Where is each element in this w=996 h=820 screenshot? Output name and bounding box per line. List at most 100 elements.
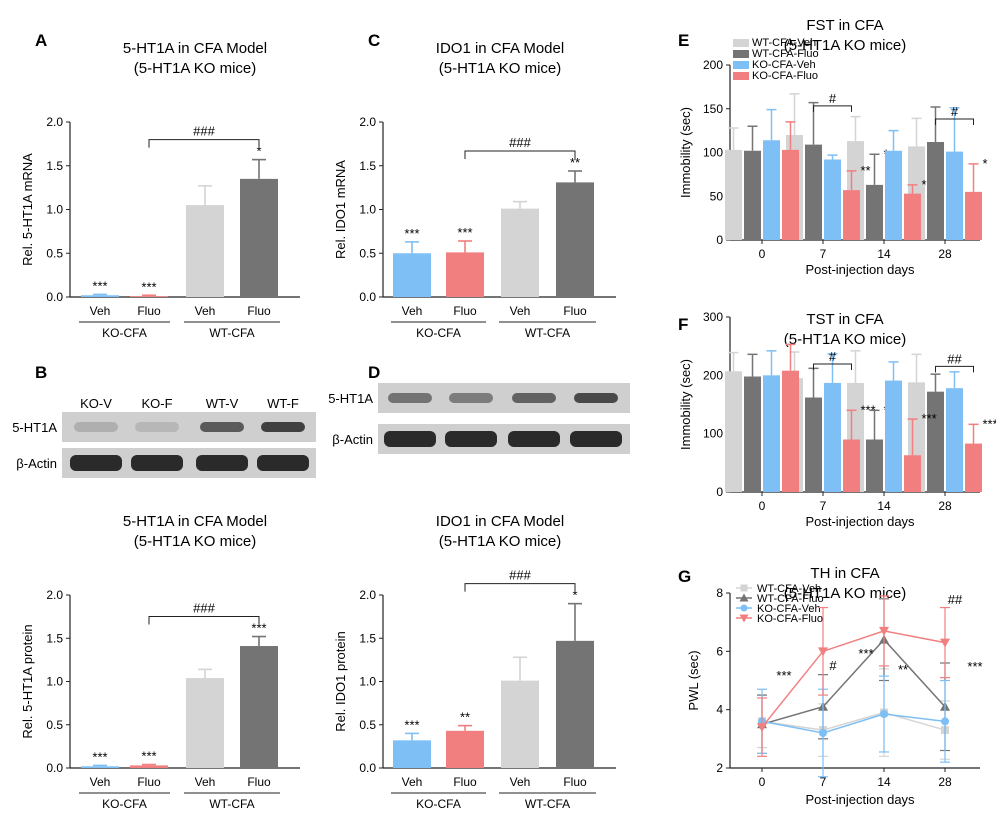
y-tick-label: 1.5 (46, 159, 63, 173)
significance-label: *** (404, 717, 419, 732)
blot-row-label: 5-HT1A (12, 420, 57, 435)
bar (782, 150, 799, 240)
y-tick-label: 2.0 (359, 115, 376, 129)
bar (885, 381, 902, 492)
y-tick-label: 50 (710, 189, 724, 203)
bar (556, 641, 594, 768)
bar (81, 766, 119, 768)
bar (446, 731, 484, 768)
blot-band (574, 393, 618, 403)
y-tick-label: 1.5 (46, 631, 63, 645)
blot-band (570, 431, 622, 447)
bar (763, 140, 780, 240)
bracket-label: ## (947, 351, 962, 366)
y-axis-label: Immobility (sec) (678, 107, 693, 198)
y-tick-label: 0 (716, 485, 723, 499)
legend-swatch (733, 50, 749, 58)
bracket-label: ### (193, 601, 215, 616)
y-tick-label: 200 (703, 368, 723, 382)
y-tick-label: 0.0 (46, 761, 63, 775)
blot-lane-label: WT-V (206, 396, 239, 411)
y-tick-label: 1.0 (359, 675, 376, 689)
y-tick-label: 150 (703, 102, 723, 116)
y-tick-label: 200 (703, 58, 723, 72)
bar (130, 765, 168, 768)
y-tick-label: 0.0 (359, 761, 376, 775)
bar (186, 678, 224, 768)
chart-e-fst: FST in CFA(5-HT1A KO mice)050100150200Im… (678, 17, 988, 277)
y-tick-label: 2.0 (46, 115, 63, 129)
x-tick-label: Fluo (563, 304, 587, 318)
bar (501, 681, 539, 768)
y-axis-label: Rel. IDO1 protein (333, 631, 348, 731)
bar (393, 253, 431, 297)
y-axis-label: PWL (sec) (686, 650, 701, 710)
significance-label: *** (967, 659, 982, 674)
y-tick-label: 1.5 (359, 159, 376, 173)
blot-band (70, 455, 122, 471)
x-tick-label: Fluo (137, 304, 161, 318)
blot-row-label: β-Actin (16, 456, 57, 471)
significance-label: *** (983, 416, 996, 431)
bar (824, 160, 841, 241)
x-tick-label: 0 (759, 247, 766, 261)
x-tick-label: Veh (510, 775, 531, 789)
significance-label: *** (92, 749, 107, 764)
chart-title: (5-HT1A KO mice) (134, 533, 257, 550)
significance-label: # (829, 658, 837, 673)
blot-band (257, 455, 309, 471)
legend-swatch (733, 39, 749, 47)
bar (446, 252, 484, 297)
x-tick-label: 28 (938, 775, 952, 789)
y-tick-label: 0.0 (46, 290, 63, 304)
blot-lane-label: KO-F (141, 396, 172, 411)
bar (556, 182, 594, 297)
x-tick-label: 28 (938, 247, 952, 261)
significance-label: *** (141, 749, 156, 764)
bar (885, 151, 902, 240)
y-tick-label: 100 (703, 146, 723, 160)
x-tick-label: Veh (90, 775, 111, 789)
chart-title: IDO1 in CFA Model (436, 513, 564, 530)
chart-title: (5-HT1A KO mice) (784, 331, 907, 348)
y-axis-label: Rel. IDO1 mRNA (333, 160, 348, 259)
y-tick-label: 100 (703, 427, 723, 441)
bar (744, 151, 761, 240)
significance-label: *** (776, 668, 791, 683)
x-tick-label: Fluo (137, 775, 161, 789)
bracket-label: ### (509, 135, 531, 150)
y-tick-label: 300 (703, 310, 723, 324)
x-axis-label: Post-injection days (805, 792, 915, 807)
bar (782, 371, 799, 492)
significance-bracket (814, 106, 852, 112)
bracket-label: ### (509, 568, 531, 583)
chart-a-mrna-5ht1a: 5-HT1A in CFA Model(5-HT1A KO mice)0.00.… (20, 40, 300, 340)
significance-label: *** (922, 411, 937, 426)
bar (927, 392, 944, 492)
x-tick-label: 14 (877, 499, 891, 513)
bar (965, 444, 982, 492)
significance-bracket (149, 140, 259, 148)
bar (240, 646, 278, 768)
bar (805, 398, 822, 493)
blot-band (449, 393, 493, 403)
blot-row-label: 5-HT1A (328, 391, 373, 406)
blot-band (384, 431, 436, 447)
panel-label-b: B (35, 363, 47, 382)
bar (946, 152, 963, 240)
bar (965, 192, 982, 240)
x-tick-label: 14 (877, 247, 891, 261)
y-tick-label: 1.0 (46, 203, 63, 217)
y-axis-label: Immobility (sec) (678, 359, 693, 450)
data-point (940, 639, 950, 648)
y-tick-label: 0.5 (46, 246, 63, 260)
significance-label: ** (460, 710, 470, 725)
x-tick-label: Veh (402, 775, 423, 789)
bracket-label: # (829, 91, 837, 106)
x-tick-label: 7 (820, 499, 827, 513)
y-tick-label: 8 (716, 586, 723, 600)
x-tick-label: Fluo (563, 775, 587, 789)
chart-c-mrna-ido1: IDO1 in CFA Model(5-HT1A KO mice)0.00.51… (333, 40, 616, 340)
